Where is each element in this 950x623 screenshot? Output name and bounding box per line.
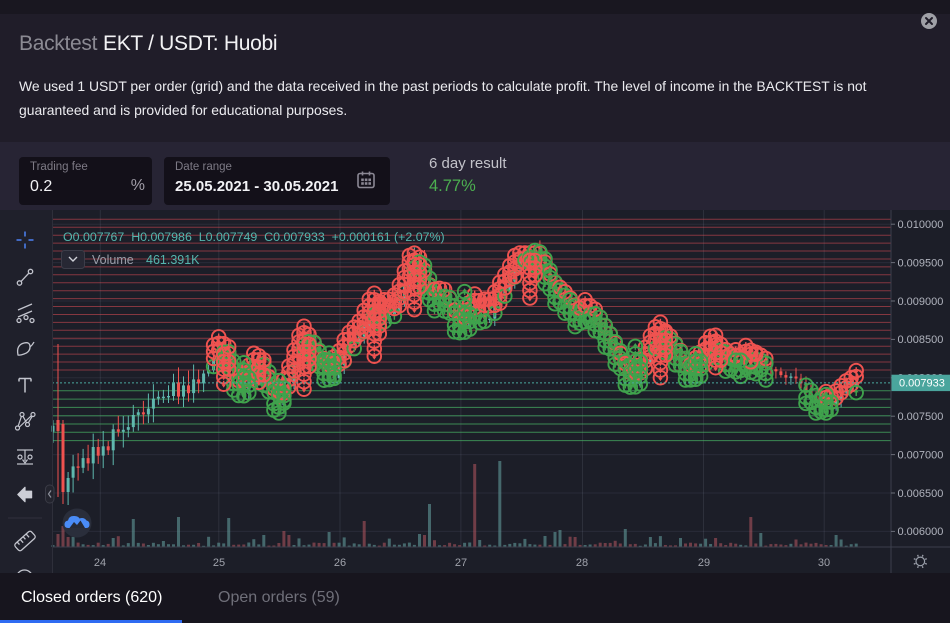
svg-text:0.009000: 0.009000: [898, 296, 944, 308]
svg-text:25: 25: [213, 557, 225, 569]
svg-text:0.006000: 0.006000: [898, 526, 944, 538]
svg-text:0.009500: 0.009500: [898, 257, 944, 269]
svg-text:0.006500: 0.006500: [898, 488, 944, 500]
svg-text:0.008500: 0.008500: [898, 334, 944, 346]
svg-text:0.010000: 0.010000: [898, 219, 944, 231]
svg-text:28: 28: [576, 557, 588, 569]
svg-text:29: 29: [698, 557, 710, 569]
svg-text:30: 30: [818, 557, 830, 569]
svg-text:O0.007767 H0.007986 L0.00774: O0.007767 H0.007986 L0.007749 C0.007933 …: [63, 230, 445, 244]
svg-text:461.391K: 461.391K: [146, 253, 200, 267]
svg-text:24: 24: [94, 557, 106, 569]
svg-text:0.007933: 0.007933: [899, 378, 945, 390]
svg-text:27: 27: [455, 557, 467, 569]
svg-text:26: 26: [334, 557, 346, 569]
svg-text:0.007000: 0.007000: [898, 449, 944, 461]
svg-text:Volume: Volume: [92, 253, 134, 267]
svg-text:0.007500: 0.007500: [898, 411, 944, 423]
